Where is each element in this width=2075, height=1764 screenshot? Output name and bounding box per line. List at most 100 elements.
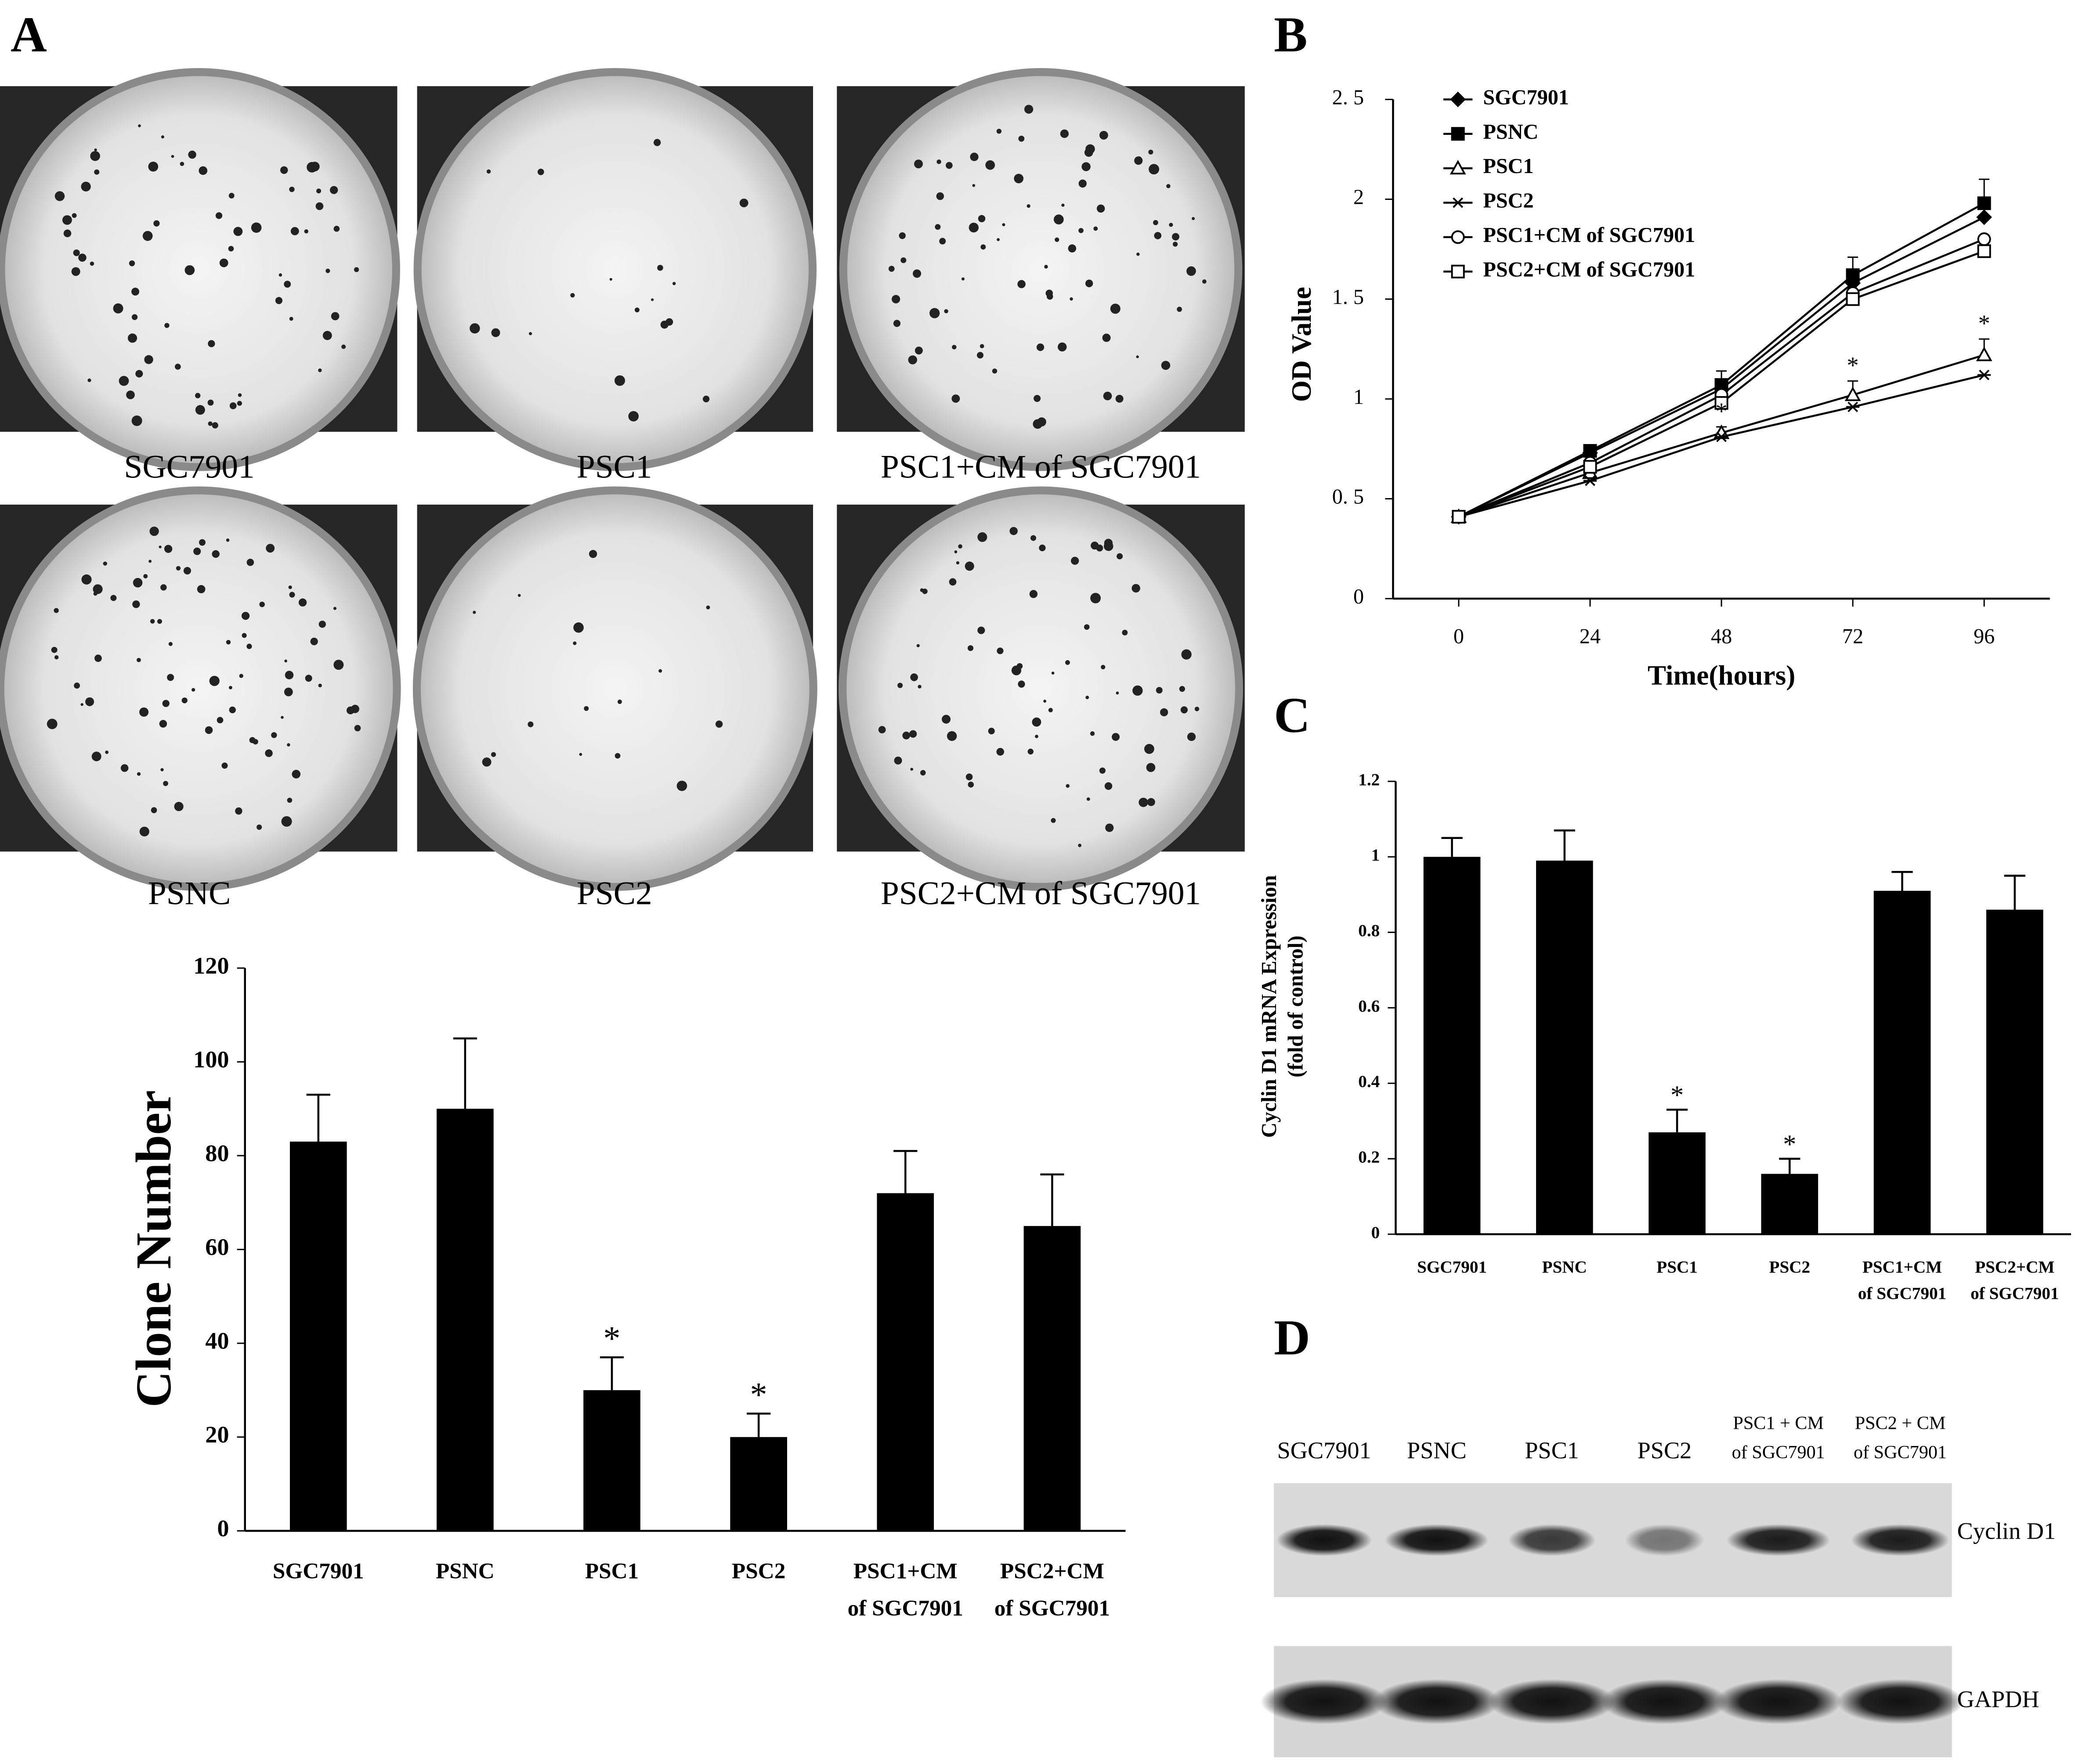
colony bbox=[93, 584, 103, 594]
colony bbox=[1018, 135, 1025, 142]
colony bbox=[195, 405, 205, 415]
x-tick-label: SGC7901 bbox=[1417, 1258, 1487, 1276]
colony bbox=[174, 802, 184, 811]
colony bbox=[1148, 149, 1153, 155]
colony bbox=[316, 188, 322, 194]
colony bbox=[239, 674, 243, 678]
colony bbox=[265, 749, 273, 757]
colony bbox=[1018, 680, 1025, 688]
colony bbox=[90, 151, 100, 161]
colony bbox=[333, 226, 340, 232]
colony bbox=[228, 246, 234, 252]
colony bbox=[197, 585, 206, 593]
colony bbox=[174, 363, 181, 370]
annotation: * bbox=[1847, 352, 1859, 379]
legend-label: PSC1 bbox=[1483, 155, 1533, 178]
colony bbox=[1029, 590, 1038, 598]
colony bbox=[977, 626, 985, 634]
colony bbox=[284, 687, 293, 697]
colony bbox=[1085, 144, 1095, 154]
colony bbox=[1043, 699, 1046, 703]
colony bbox=[266, 544, 275, 553]
colony bbox=[253, 739, 258, 745]
colony bbox=[1070, 297, 1073, 301]
colony bbox=[275, 297, 283, 304]
colony bbox=[715, 720, 723, 728]
colony bbox=[486, 169, 491, 174]
colony bbox=[1132, 685, 1143, 696]
colony bbox=[970, 152, 979, 161]
lane-label: PSC1 + CM bbox=[1733, 1413, 1824, 1434]
colony bbox=[672, 282, 676, 286]
colony bbox=[1122, 629, 1128, 636]
colony bbox=[176, 566, 181, 571]
colony bbox=[151, 807, 157, 813]
image-caption: PSNC bbox=[148, 875, 231, 911]
colony bbox=[878, 726, 886, 734]
blot-band bbox=[1836, 1679, 1964, 1724]
colony bbox=[1186, 266, 1196, 276]
error-bar bbox=[306, 1093, 330, 1142]
error-bar bbox=[1666, 1109, 1688, 1132]
colony bbox=[238, 393, 242, 397]
legend-marker bbox=[1450, 91, 1466, 108]
colony bbox=[609, 278, 612, 281]
colony bbox=[935, 224, 941, 230]
colony bbox=[985, 160, 995, 170]
colony bbox=[137, 772, 141, 776]
marker bbox=[1583, 444, 1597, 458]
colony bbox=[153, 220, 160, 227]
colony bbox=[1153, 220, 1158, 225]
colony bbox=[183, 567, 191, 575]
colony bbox=[290, 227, 299, 235]
colony bbox=[127, 333, 137, 343]
colony bbox=[85, 697, 94, 706]
colony bbox=[584, 706, 589, 711]
colony bbox=[105, 750, 109, 754]
colony bbox=[1103, 541, 1113, 551]
annotation: * bbox=[750, 1375, 767, 1413]
marker bbox=[1977, 196, 1991, 210]
colony bbox=[1136, 355, 1139, 358]
y-tick-label: 0.4 bbox=[1358, 1072, 1380, 1091]
colony bbox=[676, 781, 687, 791]
colony-image bbox=[0, 68, 400, 471]
colony bbox=[209, 676, 220, 686]
colony bbox=[1115, 394, 1124, 403]
colony bbox=[1068, 244, 1077, 253]
error-bar bbox=[1441, 837, 1463, 857]
colony bbox=[537, 169, 544, 175]
colony bbox=[980, 244, 986, 250]
lane-label: of SGC7901 bbox=[1854, 1442, 1947, 1463]
colony bbox=[1085, 279, 1093, 287]
colony bbox=[199, 166, 208, 175]
colony bbox=[161, 135, 164, 139]
error-bar bbox=[893, 1150, 918, 1193]
colony bbox=[942, 715, 951, 724]
colony bbox=[996, 748, 1005, 756]
marker bbox=[1846, 401, 1860, 412]
marker bbox=[1583, 475, 1597, 486]
colony bbox=[920, 770, 926, 776]
colony bbox=[80, 703, 83, 706]
colony bbox=[1027, 204, 1030, 208]
colony bbox=[1110, 304, 1121, 314]
colony bbox=[1061, 203, 1065, 207]
colony bbox=[894, 756, 902, 765]
x-tick-label: of SGC7901 bbox=[994, 1596, 1110, 1621]
y-axis-label: Clone Number bbox=[126, 1090, 181, 1407]
x-tick-label: PSC1+CM bbox=[1862, 1258, 1942, 1276]
colony bbox=[951, 394, 960, 403]
colony bbox=[978, 215, 986, 222]
colony bbox=[47, 719, 58, 730]
marker bbox=[1977, 244, 1991, 258]
legend-label: SGC7901 bbox=[1483, 86, 1569, 109]
annotation: * bbox=[1716, 398, 1728, 424]
colony bbox=[226, 640, 231, 645]
colony bbox=[90, 261, 94, 266]
y-tick-label: 80 bbox=[205, 1140, 229, 1166]
colony bbox=[997, 238, 1000, 241]
colony bbox=[132, 600, 140, 608]
legend-marker bbox=[1451, 230, 1465, 244]
colony bbox=[120, 764, 129, 772]
